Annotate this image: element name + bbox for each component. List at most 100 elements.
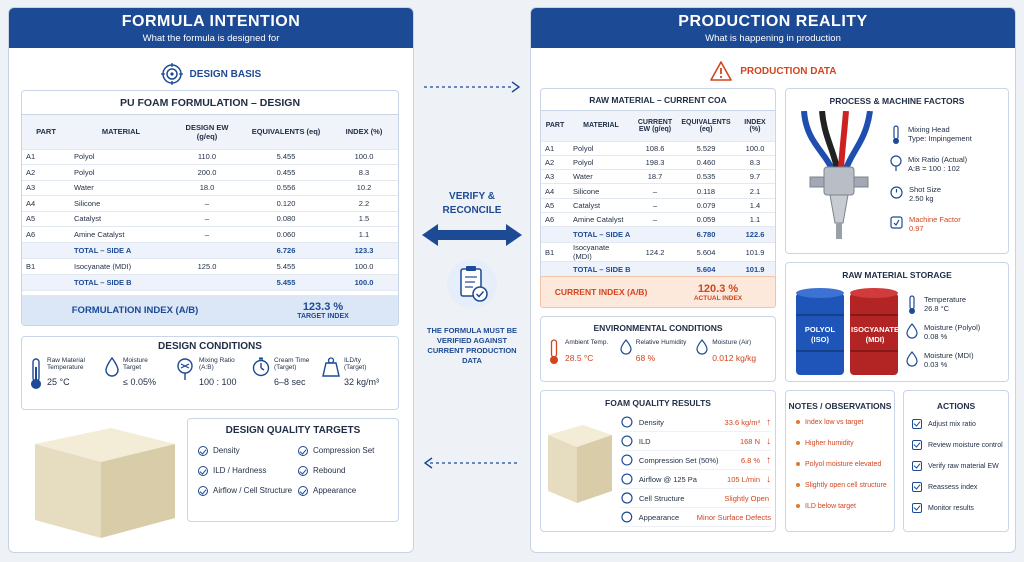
current-index-value: 120.3 %: [697, 282, 739, 295]
process-mixing-head: Mixing Head Type: Impingement: [890, 125, 972, 155]
droplet-icon: [105, 357, 119, 377]
thermometer-icon: [31, 358, 41, 389]
foam-density: Density 33.6 kg/m³ ↑: [621, 413, 771, 432]
table-row: A1 Polyol 108.6 5.529 100.0: [541, 141, 775, 156]
quality-target-item: Airflow / Cell Structure: [198, 486, 298, 496]
center-column: VERIFY & RECONCILE THE FORMULA MUST BE V…: [414, 0, 530, 562]
col-ew: DESIGN EW (g/eq): [172, 115, 242, 150]
foam-appearance: Appearance Minor Surface Defects: [621, 508, 771, 527]
current-index: CURRENT INDEX (A/B) 120.3 % ACTUAL INDEX: [540, 276, 776, 308]
verify-note: THE FORMULA MUST BE VERIFIED AGAINST CUR…: [426, 326, 518, 365]
airflow-icon: [621, 473, 633, 485]
left-subtitle: What the formula is designed for: [142, 33, 280, 44]
double-arrow-icon: [422, 224, 522, 246]
note-item: Slightly open cell structure: [796, 482, 894, 503]
formulation-index: FORMULATION INDEX (A/B) 123.3 % TARGET I…: [22, 295, 398, 325]
actions-title: ACTIONS: [936, 401, 976, 411]
quality-target-item: Appearance: [298, 486, 398, 496]
mixer-icon: [177, 358, 193, 380]
table-row: A5 Catalyst –0.079 1.4: [541, 198, 775, 213]
formulation-index-label: FORMULATION INDEX (A/B): [71, 304, 199, 316]
process-shot-size: Shot Size 2.50 kg: [890, 185, 972, 215]
table-row: A4 Silicone –0.118 2.1: [541, 183, 775, 199]
timer-icon: [890, 186, 903, 199]
action-item: Adjust mix ratio: [912, 419, 1008, 440]
notes-observations: NOTES / OBSERVATIONS Index low vs target…: [785, 390, 895, 532]
col-part: PART: [22, 115, 70, 150]
note-item: ILD below target: [796, 503, 894, 524]
col-eq: EQUIVALENTS (eq): [242, 115, 330, 150]
quality-target-item: Density: [198, 446, 298, 456]
env-ambient-temp: Ambient Temp. 28.5 °C: [547, 339, 620, 365]
quality-targets-title: DESIGN QUALITY TARGETS: [225, 425, 361, 436]
thermometer-icon: [909, 295, 915, 314]
table-row: A2 Polyol 198.3 0.460 8.3: [541, 155, 775, 171]
table-row: A1 Polyol 110.0 5.455 100.0: [22, 149, 398, 165]
storage-moisture-mdi: Moisture (MDI) 0.03 %: [906, 351, 980, 379]
cells-icon: [621, 492, 633, 504]
droplet-icon: [906, 323, 918, 339]
note-item: Index low vs target: [796, 419, 894, 440]
left-title: FORMULA INTENTION: [121, 13, 301, 30]
total-side-b-row: TOTAL – SIDE B 5.455 100.0: [22, 274, 398, 291]
env-humidity: Relative Humidity 68 %: [620, 339, 696, 365]
action-item: Verify raw material EW: [912, 461, 1008, 482]
storage-title: RAW MATERIAL STORAGE: [842, 270, 952, 280]
env-title: ENVIRONMENTAL CONDITIONS: [593, 323, 723, 333]
foam-quality-results: FOAM QUALITY RESULTS Density 33.6 kg/m³ ↑ …: [540, 390, 776, 532]
target-icon: [160, 63, 183, 85]
actual-index-label: ACTUAL INDEX: [693, 294, 743, 302]
total-side-a-row: TOTAL – SIDE A 6.726 123.3: [22, 242, 398, 259]
foam-title: FOAM QUALITY RESULTS: [605, 398, 711, 408]
production-reality-panel: PRODUCTION REALITY What is happening in …: [530, 7, 1016, 553]
design-conditions: DESIGN CONDITIONS Raw Material Temperatu…: [21, 336, 399, 410]
process-machine-factors: PROCESS & MACHINE FACTORS Mixing Head Typ…: [785, 88, 1009, 254]
foam-ild: ILD 168 N ↓: [621, 432, 771, 451]
quality-target-item: ILD / Hardness: [198, 466, 298, 476]
table-row: A4 Silicone –0.120 2.2: [22, 195, 398, 212]
quality-target-item: Rebound: [298, 466, 398, 476]
mixing-head-image: [801, 111, 873, 239]
design-table: PART MATERIAL DESIGN EW (g/eq) EQUIVALEN…: [22, 115, 398, 291]
drums-image: [796, 288, 898, 375]
clipboard-check-icon: [447, 259, 497, 309]
formulation-index-value: 123.3 %: [302, 300, 344, 313]
design-quality-targets: DESIGN QUALITY TARGETS Density Compressi…: [187, 418, 399, 522]
production-data-heading: PRODUCTION DATA: [531, 60, 1015, 82]
process-machine-factor: Machine Factor 0.97: [890, 215, 972, 245]
drum-polyol-label: POLYOL (ISO): [804, 325, 836, 344]
foam-airflow: Airflow @ 125 Pa 105 L/min ↓: [621, 470, 771, 489]
gauge-icon: [621, 435, 633, 447]
env-moisture-air: Moisture (Air) 0.012 kg/kg: [696, 339, 769, 365]
note-item: Higher humidity: [796, 440, 894, 461]
design-table-title: PU FOAM FORMULATION – DESIGN: [22, 91, 398, 115]
appearance-icon: [621, 511, 633, 523]
table-row: B1 Isocyanate (MDI) 125.0 5.455 100.0: [22, 258, 398, 275]
mixer-icon: [890, 155, 902, 171]
action-item: Reassess index: [912, 482, 1008, 503]
process-mix-ratio: Mix Ratio (Actual) A:B = 100 : 102: [890, 155, 972, 185]
process-title: PROCESS & MACHINE FACTORS: [829, 96, 965, 106]
actions: ACTIONS Adjust mix ratio Review moisture…: [903, 390, 1009, 532]
design-basis-label: DESIGN BASIS: [189, 68, 262, 80]
condition-cream-time: Cream Time (Target) 6–8 sec: [252, 357, 322, 391]
weight-icon: [322, 357, 340, 377]
right-header: PRODUCTION REALITY What is happening in …: [531, 8, 1015, 48]
table-row: A6 Amine Catalyst –0.059 1.1: [541, 212, 775, 228]
table-row: A3 Water 18.7 0.535 9.7: [541, 169, 775, 185]
condition-mixing-ratio: Mixing Ratio (A:B) 100 : 100: [175, 357, 252, 391]
design-formulation-table: PU FOAM FORMULATION – DESIGN PART MATERI…: [21, 90, 399, 326]
table-row: A6 Amine Catalyst –0.060 1.1: [22, 226, 398, 243]
dashed-arrow-right-icon: [424, 81, 521, 93]
droplet-icon: [620, 339, 632, 355]
right-title: PRODUCTION REALITY: [678, 13, 868, 30]
action-item: Review moisture control: [912, 440, 1008, 461]
right-subtitle: What is happening in production: [705, 33, 841, 44]
quality-target-item: Compression Set: [298, 446, 398, 456]
target-index-label: TARGET INDEX: [297, 312, 349, 320]
current-index-label: CURRENT INDEX (A/B): [554, 287, 648, 297]
foam-sample-image: [548, 425, 612, 503]
storage-temperature: Temperature 26.8 °C: [906, 295, 980, 323]
dashed-arrow-left-icon: [423, 457, 520, 469]
condition-ild: ILD/ty (Target) 32 kg/m³: [322, 357, 392, 391]
